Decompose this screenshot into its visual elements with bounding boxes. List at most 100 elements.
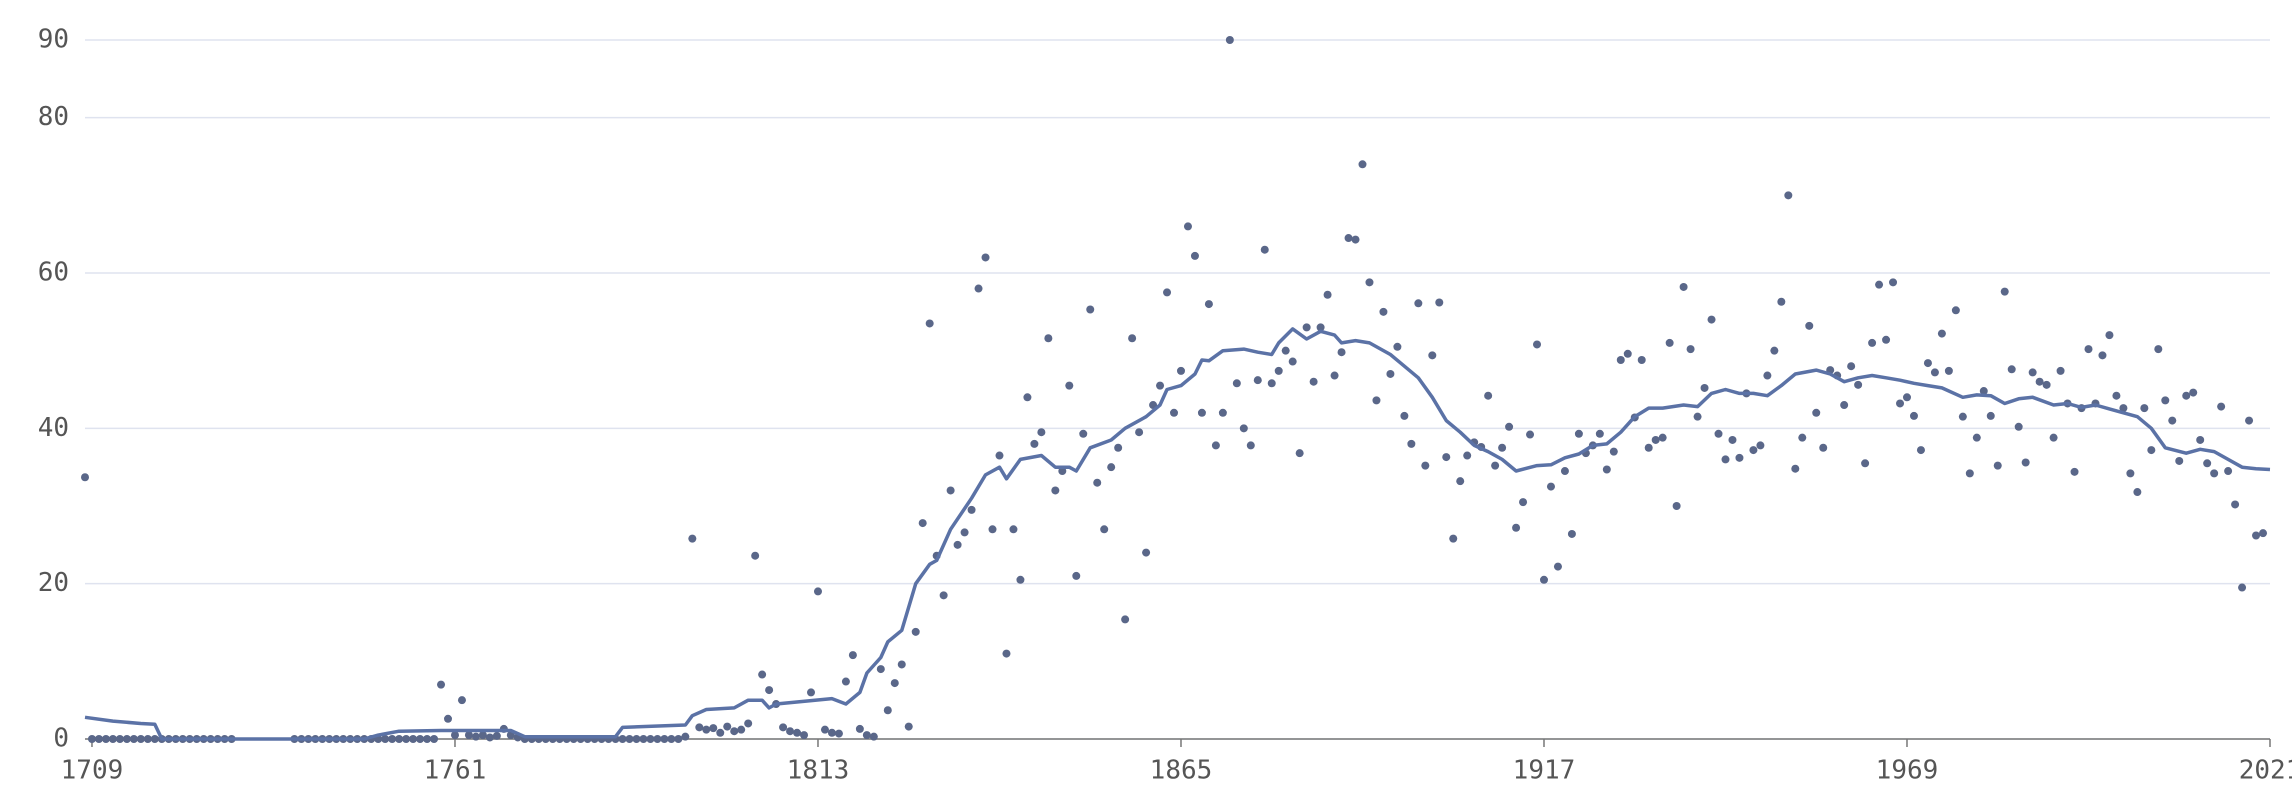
data-point — [974, 284, 983, 293]
data-point — [1714, 429, 1723, 438]
data-point — [94, 735, 103, 743]
data-point — [688, 534, 697, 543]
data-point — [2098, 351, 2107, 360]
data-point — [1002, 649, 1011, 658]
data-point — [1365, 278, 1374, 287]
data-point — [1882, 335, 1891, 344]
data-point — [2105, 331, 2114, 340]
data-point — [897, 660, 906, 669]
data-point — [667, 735, 676, 743]
data-point — [2196, 435, 2205, 444]
data-point — [911, 627, 920, 636]
data-point — [395, 735, 404, 743]
data-point — [674, 735, 683, 743]
data-point — [1847, 362, 1856, 371]
data-point — [1288, 357, 1297, 366]
data-point — [2014, 422, 2023, 431]
data-point — [716, 728, 725, 737]
data-point — [1281, 346, 1290, 355]
data-point — [1854, 380, 1863, 389]
data-point — [981, 253, 990, 262]
data-point — [1539, 575, 1548, 584]
data-point — [1798, 433, 1807, 442]
data-point — [1121, 615, 1130, 624]
data-point — [1819, 443, 1828, 452]
data-point — [1602, 465, 1611, 474]
data-point — [883, 706, 892, 715]
y-tick-label: 20 — [38, 568, 69, 598]
data-point — [150, 735, 159, 743]
data-point — [1107, 463, 1116, 472]
data-point — [1574, 429, 1583, 438]
data-point — [402, 735, 411, 743]
data-point — [2000, 287, 2009, 296]
data-point — [1595, 429, 1604, 438]
y-tick-label: 0 — [53, 724, 69, 754]
data-point — [143, 735, 152, 743]
data-point — [1009, 525, 1018, 534]
data-point — [660, 735, 669, 743]
data-point — [2245, 416, 2254, 425]
data-point — [2070, 467, 2079, 476]
data-point — [1142, 548, 1151, 557]
data-point — [751, 551, 760, 560]
data-point — [744, 719, 753, 728]
data-point — [2035, 377, 2044, 386]
data-point — [967, 505, 976, 514]
data-point — [1051, 486, 1060, 495]
data-point — [2203, 459, 2212, 468]
data-point — [1546, 482, 1555, 491]
data-point — [2252, 531, 2261, 540]
data-point — [855, 724, 864, 733]
data-point — [1902, 393, 1911, 402]
data-point — [1923, 359, 1932, 368]
trend-line — [84, 327, 2271, 741]
data-point — [1421, 461, 1430, 470]
data-point — [960, 528, 969, 537]
data-point — [1428, 351, 1437, 360]
data-point — [1609, 447, 1618, 456]
data-point — [1512, 523, 1521, 532]
data-point — [988, 525, 997, 534]
data-point — [1861, 459, 1870, 468]
data-point — [1197, 408, 1206, 417]
x-tick-label: 1709 — [61, 756, 124, 786]
data-point — [1267, 379, 1276, 388]
data-point — [1358, 160, 1367, 169]
y-tick-label: 40 — [38, 413, 69, 443]
data-point — [1805, 321, 1814, 330]
data-point — [862, 731, 871, 740]
data-point — [1707, 315, 1716, 324]
data-point — [457, 696, 466, 705]
data-point — [646, 735, 655, 743]
data-point — [1309, 377, 1318, 386]
data-point — [416, 735, 425, 743]
x-tick-label: 1917 — [1513, 756, 1576, 786]
data-point — [1533, 340, 1542, 349]
data-point — [1896, 399, 1905, 408]
data-point — [820, 725, 829, 734]
data-point — [1749, 446, 1758, 455]
data-point — [464, 731, 473, 740]
data-point — [1735, 453, 1744, 462]
data-point — [1023, 393, 1032, 402]
data-point — [1972, 433, 1981, 442]
data-point — [1190, 251, 1199, 260]
data-point — [737, 725, 746, 734]
data-point — [2021, 458, 2030, 467]
data-point — [807, 688, 816, 697]
data-point — [779, 723, 788, 732]
data-point — [1672, 502, 1681, 510]
data-point — [1721, 455, 1730, 464]
data-point — [122, 735, 131, 743]
data-point — [1756, 441, 1765, 450]
data-point — [813, 587, 822, 596]
data-point — [1889, 278, 1898, 287]
data-point — [1456, 477, 1465, 486]
data-point — [939, 591, 948, 600]
x-tick-label: 1813 — [787, 756, 850, 786]
data-point — [1909, 411, 1918, 420]
data-point — [87, 735, 96, 743]
data-point — [1128, 334, 1137, 343]
